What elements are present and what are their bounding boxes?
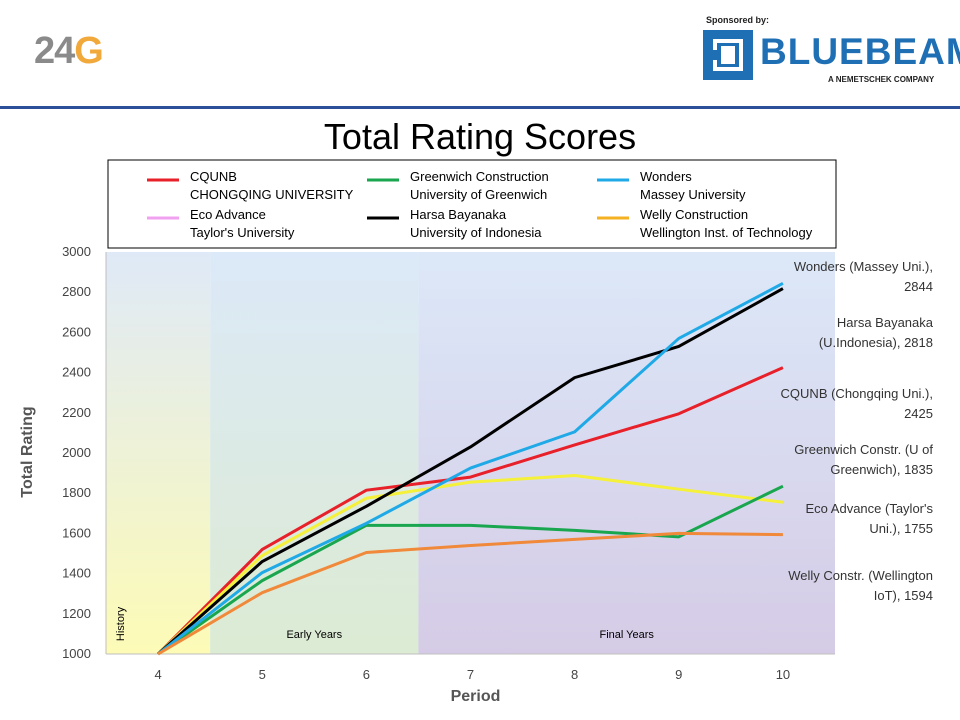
- y-tick-label: 2200: [62, 405, 91, 420]
- y-tick-label: 1000: [62, 646, 91, 661]
- legend-sublabel: University of Greenwich: [410, 187, 547, 202]
- y-tick-label: 2600: [62, 324, 91, 339]
- y-tick-label: 1600: [62, 525, 91, 540]
- x-axis-title: Period: [451, 688, 501, 705]
- x-tick-label: 6: [363, 667, 370, 682]
- annotation-value: 2844: [904, 279, 933, 294]
- y-tick-label: 3000: [62, 244, 91, 259]
- legend-sublabel: Taylor's University: [190, 225, 295, 240]
- legend-label: Wonders: [640, 169, 692, 184]
- sponsor-name: BLUEBEAM®: [760, 32, 960, 72]
- bluebeam-logo-icon: [703, 30, 753, 80]
- x-tick-label: 4: [154, 667, 161, 682]
- legend-sublabel: Massey University: [640, 187, 746, 202]
- y-axis-title: Total Rating: [19, 406, 36, 497]
- logo-letter: G: [74, 30, 104, 72]
- annotation-value: Uni.), 1755: [869, 521, 933, 536]
- period-bands: History Early Years Final Years: [106, 252, 835, 654]
- end-annotations: Wonders (Massey Uni.), 2844 Harsa Bayanaka…: [781, 259, 934, 603]
- annotation-label: Greenwich Constr. (U of: [794, 442, 933, 457]
- chart-title: Total Rating Scores: [323, 116, 637, 157]
- y-tick-label: 1200: [62, 606, 91, 621]
- y-tick-label: 2800: [62, 284, 91, 299]
- x-tick-label: 7: [467, 667, 474, 682]
- series-line: [157, 282, 784, 656]
- y-tick-label: 2000: [62, 445, 91, 460]
- sponsor-tagline: A NEMETSCHEK COMPANY: [828, 75, 935, 84]
- band-final-years: [418, 252, 835, 654]
- series-line: [157, 366, 784, 656]
- legend-label: Harsa Bayanaka: [410, 207, 507, 222]
- legend-label: Welly Construction: [640, 207, 748, 222]
- series-line: [157, 474, 784, 656]
- legend-sublabel: University of Indonesia: [410, 225, 542, 240]
- legend-sublabel: CHONGQING UNIVERSITY: [190, 187, 354, 202]
- y-tick-label: 1400: [62, 566, 91, 581]
- annotation-label: Eco Advance (Taylor's: [806, 501, 934, 516]
- annotation-value: (U.Indonesia), 2818: [819, 335, 933, 350]
- legend-label: CQUNB: [190, 169, 237, 184]
- logo-number: 24: [34, 30, 75, 72]
- series-lines: [157, 282, 784, 656]
- annotation-label: CQUNB (Chongqing Uni.),: [781, 386, 933, 401]
- y-tick-label: 1800: [62, 485, 91, 500]
- axes: 1000 1200 1400 1600 1800 2000 2200 2400 2600 2800…: [19, 244, 835, 705]
- band-label: History: [115, 606, 127, 641]
- x-tick-label: 8: [571, 667, 578, 682]
- header-rule: [0, 106, 960, 109]
- series-line: [157, 531, 783, 656]
- legend-label: Greenwich Construction: [410, 169, 549, 184]
- x-tick-label: 10: [776, 667, 790, 682]
- annotation-value: 2425: [904, 406, 933, 421]
- series-line: [157, 484, 784, 656]
- sponsor-name-text: BLUEBEAM: [760, 31, 960, 72]
- band-label: Final Years: [599, 629, 654, 641]
- annotation-label: Harsa Bayanaka: [837, 315, 934, 330]
- band-history: [106, 252, 211, 654]
- annotation-value: Greenwich), 1835: [830, 462, 933, 477]
- legend-sublabel: Wellington Inst. of Technology: [640, 225, 813, 240]
- x-tick-label: 5: [259, 667, 266, 682]
- annotation-label: Welly Constr. (Wellington: [788, 568, 933, 583]
- x-tick-label: 9: [675, 667, 682, 682]
- series-line: [157, 287, 784, 656]
- annotation-label: Wonders (Massey Uni.),: [794, 259, 933, 274]
- annotation-value: IoT), 1594: [874, 588, 933, 603]
- legend-box: [107, 159, 837, 249]
- band-label: Early Years: [286, 629, 342, 641]
- event-logo: 24G: [34, 30, 104, 73]
- y-tick-label: 2400: [62, 365, 91, 380]
- legend: CQUNB CHONGQING UNIVERSITY Greenwich Const…: [107, 159, 837, 249]
- sponsor-label: Sponsored by:: [706, 15, 770, 25]
- legend-label: Eco Advance: [190, 207, 266, 222]
